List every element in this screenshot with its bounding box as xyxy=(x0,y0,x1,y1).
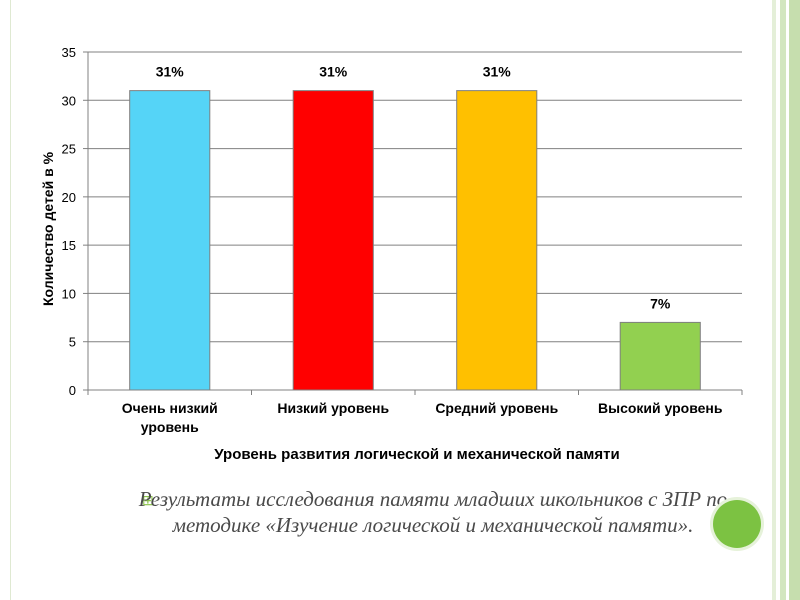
y-tick-label: 20 xyxy=(62,190,76,205)
x-tick-label: Высокий уровень xyxy=(598,400,723,416)
y-tick-label: 5 xyxy=(69,335,76,350)
green-circle-decoration xyxy=(713,500,761,548)
y-tick-label: 15 xyxy=(62,238,76,253)
bars xyxy=(129,90,701,391)
y-axis-label: Количество детей в % xyxy=(40,151,56,306)
left-frame-border xyxy=(0,0,11,600)
data-label: 31% xyxy=(483,64,512,80)
x-tick-label: Средний уровень xyxy=(435,400,558,416)
bar xyxy=(129,90,211,391)
y-tick-label: 0 xyxy=(69,383,76,398)
x-axis-label: Уровень развития логической и механическ… xyxy=(214,446,619,463)
x-tick-label: Низкий уровень xyxy=(277,400,389,416)
x-tick-label: Очень низкий xyxy=(122,400,218,416)
x-tick-label: уровень xyxy=(141,419,199,435)
data-label: 31% xyxy=(319,64,348,80)
x-tick-labels: Очень низкий уровень Низкий уровень Средний… xyxy=(122,400,723,435)
data-labels: 31% 31% 31% 7% xyxy=(156,64,671,312)
data-label: 31% xyxy=(156,64,185,80)
y-tick-label: 35 xyxy=(62,45,76,60)
y-tick-label: 10 xyxy=(62,286,76,301)
caption-bullet-icon: ⊞ xyxy=(142,492,154,508)
bar xyxy=(619,321,701,391)
bar xyxy=(456,90,538,391)
bar xyxy=(292,90,374,391)
chart-caption: Результаты исследования памяти младших ш… xyxy=(138,487,728,537)
bar-chart: 0 5 10 15 20 25 30 35 31% 31% 31% 7% Очень низкий у… xyxy=(40,45,743,463)
data-label: 7% xyxy=(650,295,671,311)
y-tick-label: 30 xyxy=(62,93,76,108)
right-frame-stripes xyxy=(762,0,800,600)
y-tick-labels: 0 5 10 15 20 25 30 35 xyxy=(62,45,76,398)
y-tick-label: 25 xyxy=(62,142,76,157)
